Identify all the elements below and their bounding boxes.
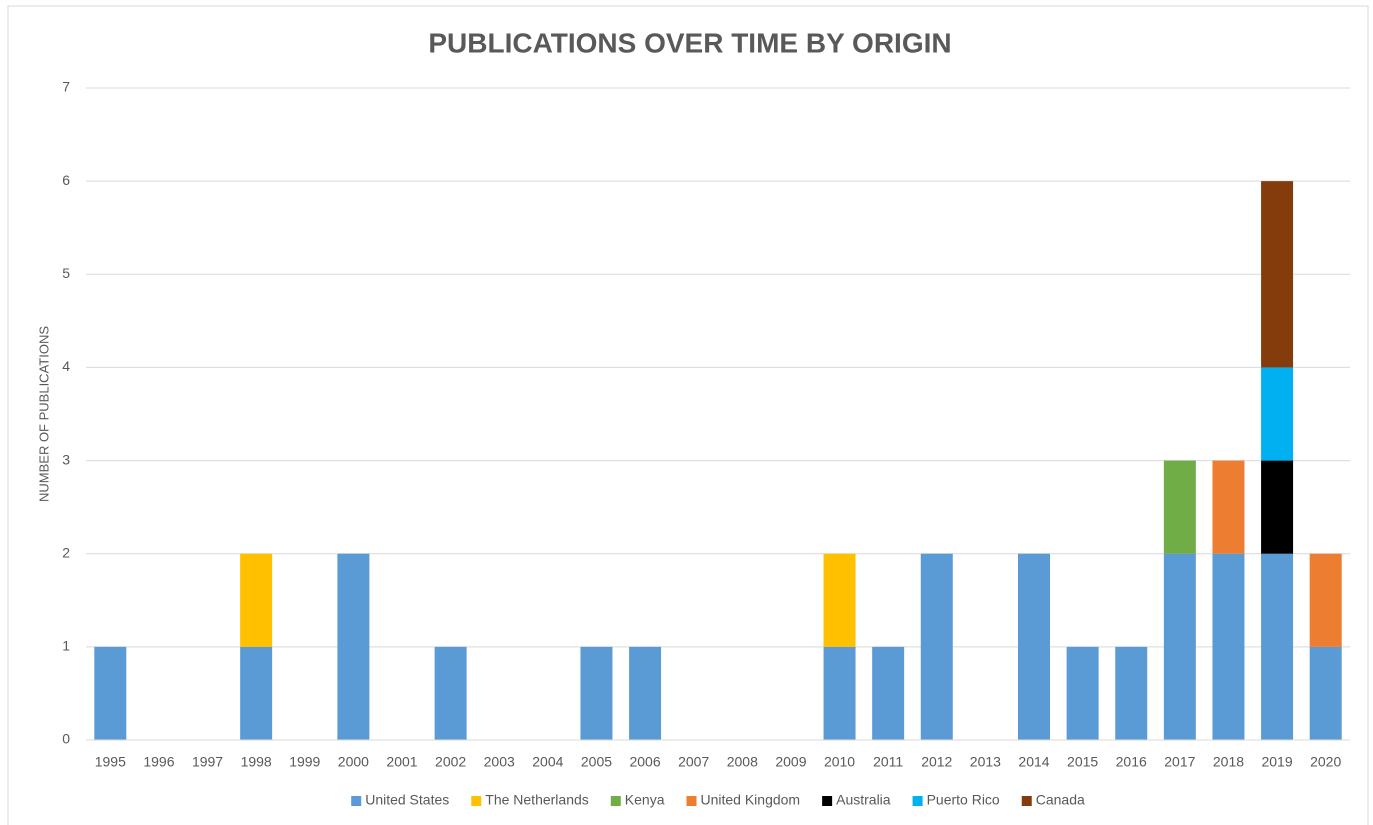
y-tick-label: 1	[62, 638, 70, 654]
x-tick-label: 2004	[532, 754, 563, 770]
x-tick-label: 2014	[1018, 754, 1049, 770]
bar-segment	[1163, 460, 1196, 554]
x-tick-label: 2020	[1310, 754, 1341, 770]
bar-segment	[1066, 646, 1099, 740]
bar-segment	[629, 646, 662, 740]
x-tick-label: 2015	[1067, 754, 1098, 770]
x-tick-label: 2016	[1116, 754, 1147, 770]
x-tick-label: 2009	[775, 754, 806, 770]
x-tick-label: 2001	[386, 754, 417, 770]
x-tick-label: 2017	[1164, 754, 1195, 770]
legend-label: Kenya	[625, 792, 665, 808]
legend-label: Canada	[1036, 792, 1085, 808]
bar-segment	[240, 646, 273, 740]
y-tick-label: 5	[62, 265, 70, 281]
bar-segment	[580, 646, 613, 740]
y-tick-label: 4	[62, 358, 70, 374]
y-tick-label: 7	[62, 79, 70, 95]
x-tick-label: 2006	[629, 754, 660, 770]
legend-swatch	[686, 796, 697, 806]
bar-segment	[823, 553, 856, 647]
bar-segment	[1261, 553, 1294, 740]
x-tick-label: 2018	[1213, 754, 1244, 770]
legend-swatch	[912, 796, 923, 806]
y-axis-label: NUMBER OF PUBLICATIONS	[36, 326, 51, 502]
legend-swatch	[471, 796, 482, 806]
legend-label: United Kingdom	[700, 792, 800, 808]
x-tick-label: 2010	[824, 754, 855, 770]
x-tick-label: 2008	[727, 754, 758, 770]
x-tick-label: 2000	[338, 754, 369, 770]
bar-segment	[1212, 553, 1245, 740]
x-tick-label: 2005	[581, 754, 612, 770]
x-tick-label: 2012	[921, 754, 952, 770]
x-tick-label: 2011	[873, 754, 903, 770]
legend-label: Puerto Rico	[927, 792, 1000, 808]
bar-segment	[434, 646, 467, 740]
bar-segment	[1261, 460, 1294, 554]
legend-label: The Netherlands	[485, 792, 589, 808]
x-tick-label: 2002	[435, 754, 466, 770]
x-tick-label: 2019	[1261, 754, 1292, 770]
chart-title: PUBLICATIONS OVER TIME BY ORIGIN	[428, 27, 951, 58]
x-tick-label: 2003	[484, 754, 515, 770]
legend-swatch	[1021, 796, 1032, 806]
x-tick-label: 1997	[192, 754, 223, 770]
bar-segment	[94, 646, 127, 740]
bar-segment	[1115, 646, 1148, 740]
y-tick-label: 6	[62, 172, 70, 188]
x-tick-label: 1995	[95, 754, 126, 770]
bar-segment	[1212, 460, 1245, 554]
bar-segment	[1163, 553, 1196, 740]
legend-label: United States	[365, 792, 449, 808]
legend-swatch	[610, 796, 621, 806]
bar-segment	[823, 646, 856, 740]
legend-swatch	[822, 796, 833, 806]
bar-segment	[1261, 367, 1294, 461]
legend-label: Australia	[836, 792, 891, 808]
y-tick-label: 3	[62, 451, 70, 467]
legend-swatch	[351, 796, 362, 806]
y-tick-label: 2	[62, 544, 70, 560]
bar-segment	[240, 553, 273, 647]
y-tick-label: 0	[62, 731, 70, 747]
bar-segment	[337, 553, 370, 740]
bar-segment	[872, 646, 905, 740]
x-tick-label: 2007	[678, 754, 709, 770]
x-tick-label: 1999	[289, 754, 320, 770]
x-tick-label: 1996	[143, 754, 174, 770]
bar-segment	[1018, 553, 1050, 740]
x-tick-label: 1998	[241, 754, 272, 770]
bar-segment	[1309, 646, 1342, 740]
bar-segment	[1309, 553, 1342, 647]
x-tick-label: 2013	[970, 754, 1001, 770]
bar-segment	[920, 553, 953, 740]
bar-segment	[1261, 181, 1294, 368]
